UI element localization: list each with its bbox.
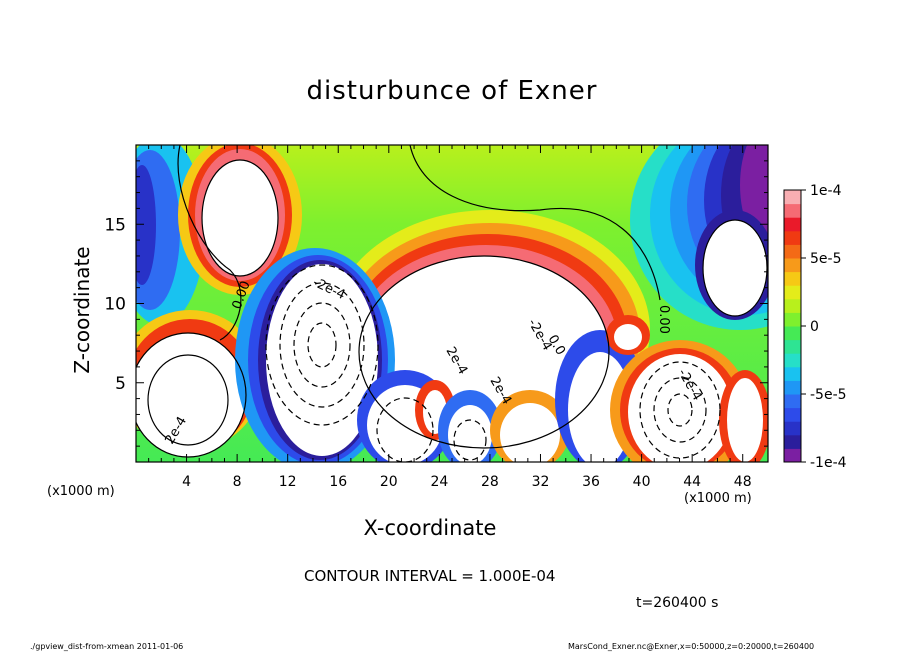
- colorbar-segment: [784, 448, 801, 463]
- colorbar-segment: [784, 217, 801, 232]
- colorbar-segment: [784, 394, 801, 409]
- time-stamp: t=260400 s: [636, 595, 719, 611]
- y-tick-label: 15: [104, 215, 126, 235]
- footer-left: ./gpview_dist-from-xmean 2011-01-06: [30, 642, 184, 651]
- colorbar-tick-label: 1e-4: [810, 183, 842, 199]
- x-tick-label: 4: [182, 474, 191, 490]
- colorbar-segment: [784, 271, 801, 286]
- colorbar-segment: [784, 380, 801, 395]
- footer-right: MarsCond_Exner.nc@Exner,x=0:50000,z=0:20…: [568, 642, 815, 651]
- colorbar-segment: [784, 366, 801, 381]
- colorbar-segment: [784, 190, 801, 205]
- axis-ticks: [136, 145, 768, 462]
- high-region-lower-left: [136, 310, 262, 457]
- colorbar-segment: [784, 407, 801, 422]
- colorbar-segment: [784, 285, 801, 300]
- colorbar-tick-labels: 1e-4 5e-5 0 -5e-5 -1e-4: [801, 183, 847, 471]
- heatmap-field: [136, 145, 768, 462]
- y-tick-label: 10: [104, 295, 126, 315]
- colorbar: [784, 190, 801, 463]
- x-unit-label-right: (x1000 m): [684, 491, 752, 506]
- contour-label: 0.00: [656, 305, 671, 334]
- chart-title: disturbunce of Exner: [306, 76, 598, 106]
- colorbar-segment: [784, 298, 801, 313]
- x-tick-labels: 4 8 12 16 20 24 28 32 36 40 44 48: [182, 474, 752, 490]
- colorbar-segment: [784, 434, 801, 449]
- colorbar-segment: [784, 244, 801, 259]
- x-tick-label: 8: [233, 474, 242, 490]
- contour-lines: [136, 145, 768, 458]
- low-region-bottom-right: [610, 340, 768, 462]
- y-tick-label: 5: [115, 374, 126, 394]
- contour-interval-text: CONTOUR INTERVAL = 1.000E-04: [304, 567, 556, 585]
- colorbar-segment: [784, 339, 801, 354]
- x-tick-label: 40: [633, 474, 651, 490]
- x-unit-label-left: (x1000 m): [47, 484, 115, 499]
- x-tick-label: 12: [279, 474, 297, 490]
- x-tick-label: 36: [582, 474, 600, 490]
- colorbar-tick-label: -5e-5: [810, 387, 847, 403]
- colorbar-segment: [784, 421, 801, 436]
- x-tick-label: 44: [683, 474, 701, 490]
- x-tick-label: 24: [430, 474, 448, 490]
- y-tick-labels: 5 10 15: [104, 215, 126, 394]
- colorbar-segment: [784, 326, 801, 341]
- colorbar-segment: [784, 312, 801, 327]
- high-region-upper-left: [178, 145, 302, 295]
- mixed-blobs-bottom: [357, 370, 570, 462]
- colorbar-tick-label: -1e-4: [810, 455, 847, 471]
- high-region-upper-right: [695, 210, 768, 320]
- x-tick-label: 48: [734, 474, 752, 490]
- colorbar-tick-label: 0: [810, 319, 819, 335]
- colorbar-segment: [784, 258, 801, 273]
- x-tick-label: 16: [329, 474, 347, 490]
- y-axis-label: Z-coordinate: [70, 246, 94, 374]
- x-tick-label: 32: [532, 474, 550, 490]
- x-axis-label: X-coordinate: [363, 516, 497, 540]
- colorbar-segment: [784, 203, 801, 218]
- colorbar-segment: [784, 230, 801, 245]
- x-tick-label: 20: [380, 474, 398, 490]
- x-tick-label: 28: [481, 474, 499, 490]
- contour-lines-dashed: [265, 264, 721, 462]
- colorbar-tick-label: 5e-5: [810, 251, 841, 267]
- colorbar-segment: [784, 353, 801, 368]
